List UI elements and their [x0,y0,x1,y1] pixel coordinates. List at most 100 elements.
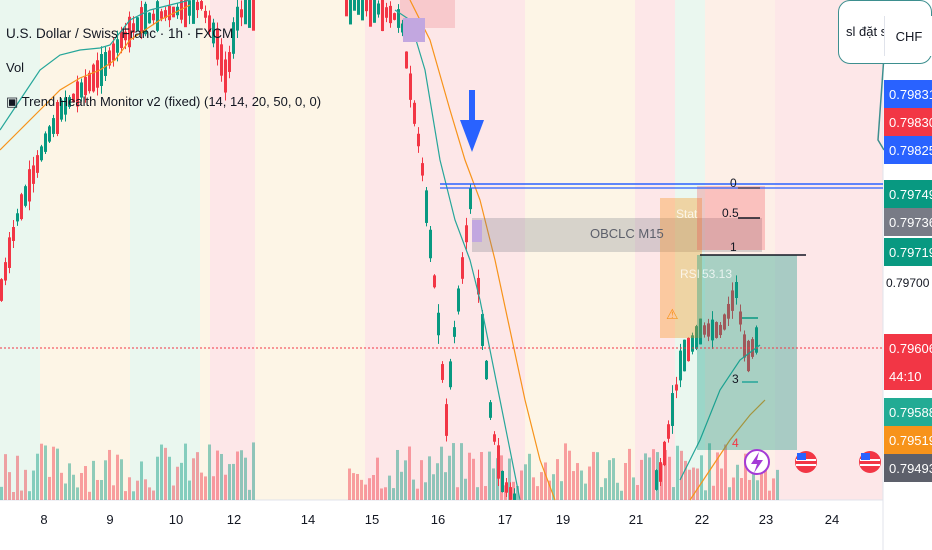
wave-number-4: 4 [732,436,739,450]
us-flag-icon-2[interactable] [859,451,881,473]
fvg-box-orange[interactable] [660,198,702,338]
volume-bar [520,470,523,500]
candle-body [232,22,235,54]
candle-body [224,59,227,93]
volume-bar [252,442,255,500]
price-label: 0.79749 [884,180,932,208]
volume-bar [760,473,763,500]
volume-bar [548,480,551,500]
volume-bar [152,490,155,500]
volume-indicator-label[interactable]: Vol [6,60,25,75]
trend-indicator-row[interactable]: ▣ Trend Health Monitor v2 (fixed) (14, 1… [6,94,321,110]
candle-body [731,290,734,311]
candle-body [72,93,75,103]
volume-bar [604,478,607,500]
candle-body [497,445,500,479]
candle-body [461,257,464,279]
lightning-icon[interactable] [744,449,770,475]
candle-body [675,384,678,391]
volume-bar [220,453,223,500]
date-label: 12 [226,512,242,527]
price-label: 44:10 [884,362,932,390]
candle-body [204,10,207,18]
candle-body [493,434,496,442]
volume-bar [736,464,739,500]
candle-body [132,23,135,33]
volume-bar [68,463,71,500]
ema-slow-line-3 [689,399,766,501]
candle-body [88,72,91,92]
candle-body [345,0,348,17]
candle-body [116,39,119,53]
volume-bar [448,455,451,500]
volume-bar [108,449,111,500]
volume-bar [0,486,3,500]
order-block-box[interactable] [472,218,762,252]
candle-body [120,31,123,49]
candle-body [216,28,219,60]
volume-bar [236,451,239,500]
volume-bar [72,474,75,500]
volume-bar [180,462,183,500]
candle-body [20,194,23,220]
volume-bar [144,479,147,500]
volume-bar [112,485,115,500]
candle-body [445,404,448,436]
time-axis-bg [0,500,883,550]
candle-body [727,303,730,319]
volume-bar [200,472,203,500]
volume-bar [168,456,171,500]
date-label: 9 [106,512,114,527]
volume-bar [772,478,775,500]
volume-bar [444,472,447,500]
volume-bar [492,468,495,500]
candle-body [409,73,412,100]
volume-bar [208,444,211,500]
candle-body [144,3,147,35]
candle-body [100,54,103,86]
candle-body [393,13,396,20]
volume-bar [52,446,55,500]
symbol-title[interactable]: U.S. Dollar / Swiss Franc · 1h · FXCM [6,26,234,41]
volume-bar [664,450,667,500]
volume-bar [24,469,27,500]
candle-body [84,76,87,96]
candle-body [453,327,456,337]
volume-bar [600,487,603,500]
volume-bar [640,459,643,500]
candle-body [485,360,488,380]
volume-bar [596,452,599,500]
volume-bar [60,472,63,500]
date-label: 23 [758,512,774,527]
us-flag-icon[interactable] [795,451,817,473]
price-label: 0.79588 [884,398,932,426]
position-profit-box[interactable] [697,255,797,450]
candle-body [104,52,107,76]
volume-bar [48,476,51,500]
volume-bar [244,457,247,500]
candle-body [200,1,203,9]
volume-bar [388,475,391,500]
down-arrow-icon[interactable] [460,90,484,152]
volume-bar [4,454,7,500]
candle-body [353,0,356,11]
currency-label[interactable]: CHF [884,16,932,56]
candle-body [683,339,686,372]
volume-bar [668,456,671,500]
ema-slow-line [0,4,191,151]
candle-body [68,97,71,107]
candle-body [220,44,223,76]
date-label: 15 [364,512,380,527]
volume-bar [420,460,423,500]
magenta-tag [403,18,425,42]
volume-bar [636,484,639,500]
volume-bar [128,477,131,500]
volume-bar [608,460,611,500]
candle-body [112,43,115,61]
callout-pointer [877,55,885,151]
volume-bar [408,446,411,500]
candle-body [509,487,512,500]
volume-bar [528,453,531,500]
candle-body [699,318,702,345]
